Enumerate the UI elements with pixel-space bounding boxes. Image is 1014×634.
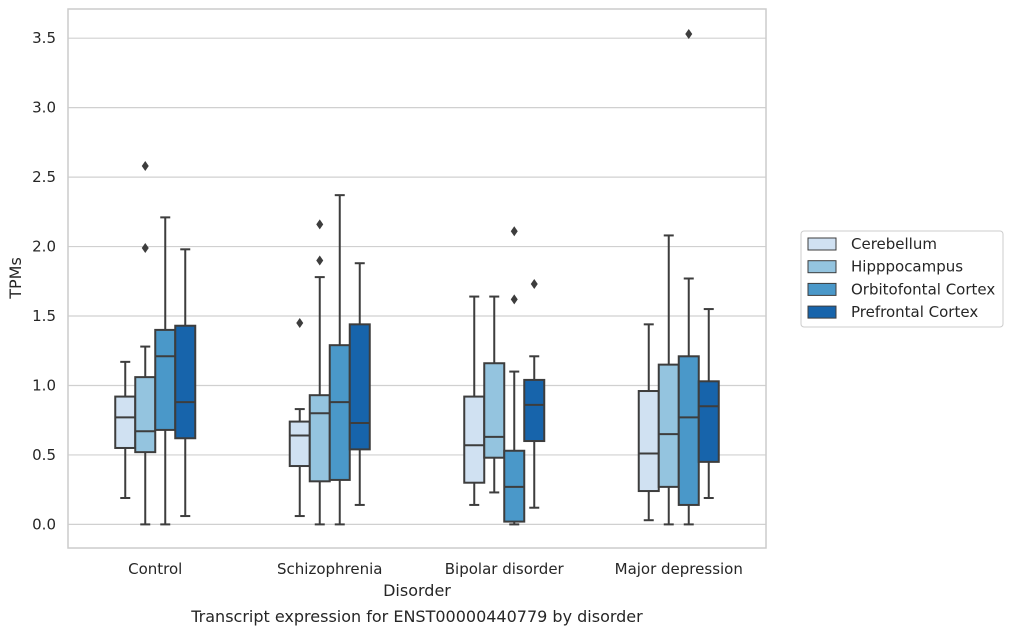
y-tick-label: 3.0 (32, 99, 56, 117)
y-tick-label: 1.5 (32, 307, 56, 325)
box-body (134, 376, 157, 454)
box-body (677, 355, 700, 506)
outlier-point (685, 29, 693, 40)
box-cerebellum (463, 295, 486, 506)
y-tick-label: 0.0 (32, 515, 56, 533)
box-orbitofontal-cortex (328, 194, 351, 526)
box-orbitofontal-cortex (503, 226, 526, 526)
outlier-point (141, 242, 149, 253)
box-body (523, 378, 546, 443)
y-tick-label: 2.5 (32, 168, 56, 186)
legend-label: Hipppocampus (851, 258, 963, 276)
legend-swatch (807, 237, 837, 251)
legend: Cerebellum Hipppocampus Orbitofontal Corte… (800, 230, 1004, 328)
box-body (483, 362, 506, 459)
legend-swatch (807, 282, 837, 296)
box-hipppocampus (134, 160, 157, 526)
x-tick-labels: Control Schizophrenia Bipolar disorder Majo… (128, 560, 743, 578)
outlier-point (510, 294, 518, 305)
x-tick-label: Schizophrenia (277, 560, 382, 578)
box-body (174, 324, 197, 440)
x-axis-title: Disorder (383, 581, 451, 600)
box-body (114, 395, 137, 449)
y-tick-label: 1.0 (32, 376, 56, 394)
outlier-point (316, 255, 324, 266)
outlier-point (510, 226, 518, 237)
box-body (154, 328, 177, 431)
box-hipppocampus (657, 234, 680, 526)
box-hipppocampus (308, 219, 331, 526)
plot-frame (67, 8, 767, 549)
box-body (348, 323, 371, 451)
legend-swatch (807, 260, 837, 274)
box-cerebellum (288, 317, 311, 518)
box-cerebellum (637, 323, 660, 522)
box-body (657, 363, 680, 488)
y-axis-title: TPMs (6, 257, 25, 300)
x-tick-label: Control (128, 560, 182, 578)
box-orbitofontal-cortex (154, 216, 177, 526)
box-body (328, 344, 351, 481)
box-prefrontal-cortex (348, 262, 371, 506)
box-body (697, 380, 720, 463)
outlier-point (141, 160, 149, 171)
outlier-point (530, 279, 538, 290)
legend-frame (800, 230, 1004, 328)
box-orbitofontal-cortex (677, 29, 700, 526)
box-prefrontal-cortex (174, 248, 197, 518)
x-tick-label: Major depression (615, 560, 743, 578)
box-prefrontal-cortex (697, 308, 720, 499)
y-tick-labels: 0.0 0.5 1.0 1.5 2.0 2.5 3.0 3.5 (32, 29, 56, 533)
box-prefrontal-cortex (523, 279, 546, 509)
y-tick-label: 0.5 (32, 446, 56, 464)
box-plot-groups (114, 29, 720, 526)
outlier-point (296, 317, 304, 328)
box-cerebellum (114, 360, 137, 499)
box-body (288, 420, 311, 468)
outlier-point (316, 219, 324, 230)
legend-swatch (807, 305, 837, 319)
figure-caption: Transcript expression for ENST0000044077… (190, 607, 643, 626)
legend-label: Cerebellum (851, 235, 937, 253)
box-body (637, 390, 660, 493)
box-body (308, 394, 331, 483)
y-tick-label: 3.5 (32, 29, 56, 47)
y-tick-label: 2.0 (32, 238, 56, 256)
legend-label: Orbitofontal Cortex (851, 280, 995, 298)
legend-label: Prefrontal Cortex (851, 303, 978, 321)
x-tick-label: Bipolar disorder (445, 560, 565, 578)
box-hipppocampus (483, 295, 506, 494)
box-body (463, 395, 486, 484)
